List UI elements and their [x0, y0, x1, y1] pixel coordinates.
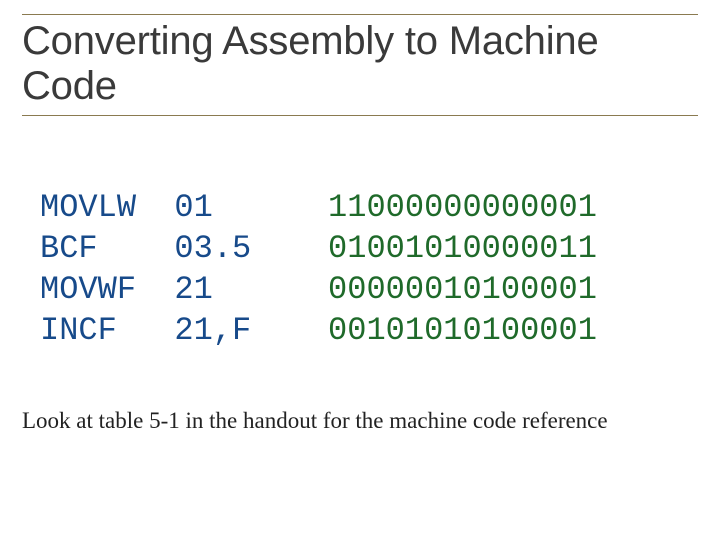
- operand: 21,F: [174, 312, 328, 349]
- binary: 00101010100001: [328, 312, 597, 349]
- title-area: Converting Assembly to Machine Code: [0, 0, 720, 116]
- operand: 03.5: [174, 230, 328, 267]
- operand: 01: [174, 189, 328, 226]
- binary: 01001010000011: [328, 230, 597, 267]
- code-block: MOVLW 01 11000000000001BCF 03.5 01001010…: [0, 116, 720, 352]
- mnemonic: INCF: [40, 312, 174, 349]
- footnote-text: Look at table 5-1 in the handout for the…: [22, 408, 608, 433]
- code-row: BCF 03.5 01001010000011: [40, 229, 720, 270]
- code-row: MOVLW 01 11000000000001: [40, 188, 720, 229]
- code-row: MOVWF 21 00000010100001: [40, 270, 720, 311]
- page-title: Converting Assembly to Machine Code: [22, 19, 698, 109]
- mnemonic: BCF: [40, 230, 174, 267]
- operand: 21: [174, 271, 328, 308]
- binary: 00000010100001: [328, 271, 597, 308]
- binary: 11000000000001: [328, 189, 597, 226]
- footnote: Look at table 5-1 in the handout for the…: [0, 352, 720, 434]
- title-rule-top: [22, 14, 698, 15]
- code-row: INCF 21,F 00101010100001: [40, 311, 720, 352]
- mnemonic: MOVLW: [40, 189, 174, 226]
- mnemonic: MOVWF: [40, 271, 174, 308]
